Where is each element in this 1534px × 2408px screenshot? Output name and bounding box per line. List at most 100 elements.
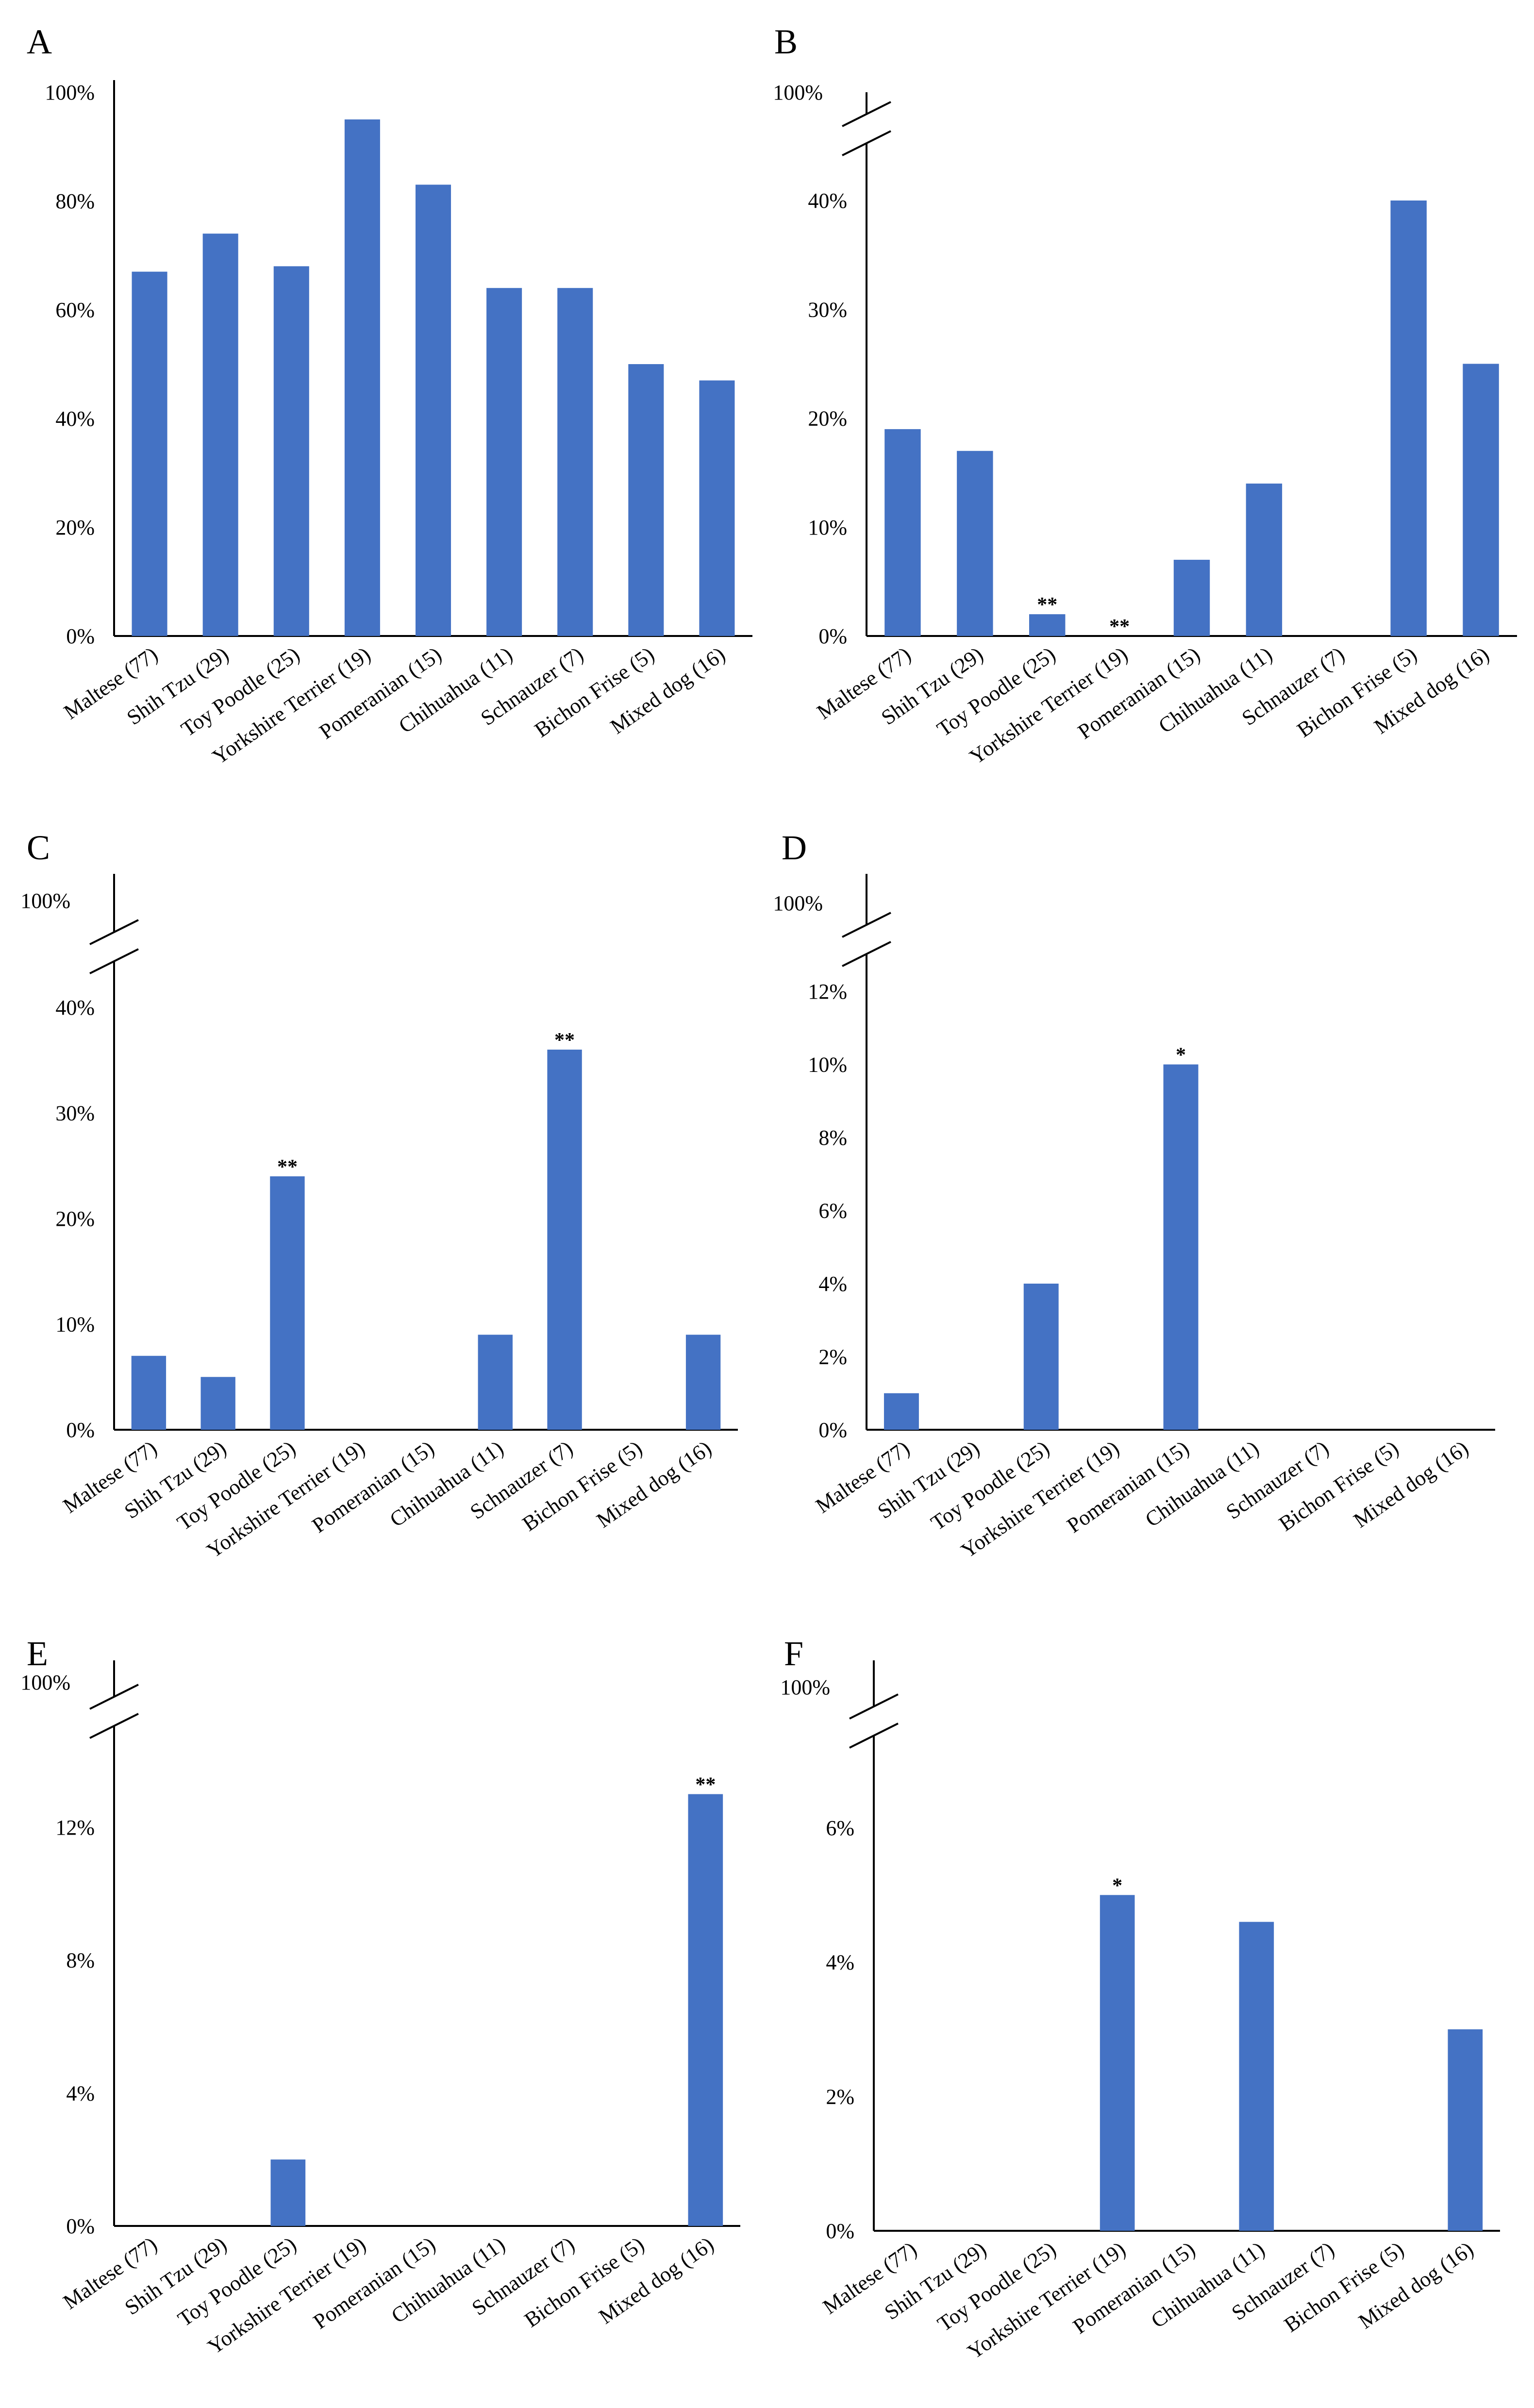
x-tick-label: Bichon Frise (5) — [1280, 2237, 1408, 2337]
bar — [270, 1176, 305, 1430]
bar — [270, 2159, 306, 2226]
significance-marker: ** — [277, 1156, 298, 1178]
axis-break-mark — [849, 1693, 899, 1720]
bar — [200, 1377, 235, 1430]
y-tick-label: 8% — [818, 1126, 847, 1150]
axis-break-mark — [89, 1684, 139, 1710]
y-tick-label: 20% — [55, 1207, 95, 1231]
panel-letter: E — [27, 1634, 48, 1673]
y-tick-label: 0% — [826, 2219, 854, 2243]
y-tick-label: 4% — [66, 2081, 95, 2105]
panel-letter: D — [782, 828, 807, 867]
bar — [1239, 1922, 1274, 2231]
x-tick-label: Bichon Frise (5) — [518, 1436, 646, 1536]
y-tick-label: 4% — [818, 1272, 847, 1296]
y-tick-label: 6% — [818, 1199, 847, 1223]
significance-marker: * — [1176, 1044, 1186, 1067]
axis-break-mark — [89, 1713, 139, 1739]
bar — [415, 184, 451, 636]
bar — [1246, 484, 1283, 636]
y-tick-label: 0% — [66, 2214, 95, 2238]
x-tick-label: Bichon Frise (5) — [530, 642, 658, 742]
break-tick-label: 100% — [20, 889, 70, 913]
x-tick-label: Pomeranian (15) — [1068, 2237, 1199, 2339]
y-tick-label: 60% — [55, 298, 95, 322]
bar — [478, 1335, 513, 1430]
y-tick-label: 2% — [818, 1345, 847, 1369]
bar — [1029, 614, 1066, 636]
break-tick-label: 100% — [780, 1675, 830, 1699]
y-tick-label: 4% — [826, 1951, 854, 1974]
bar — [547, 1050, 582, 1430]
y-tick-label: 40% — [55, 407, 95, 431]
y-tick-label: 20% — [55, 516, 95, 539]
y-tick-label: 0% — [818, 1418, 847, 1442]
panel-letter: C — [27, 828, 50, 867]
y-tick-label: 0% — [66, 624, 95, 648]
bar — [1463, 364, 1499, 636]
axis-break-mark — [849, 1722, 899, 1749]
bar — [957, 451, 993, 636]
panel-letter: F — [784, 1634, 803, 1673]
bar — [1390, 201, 1427, 636]
axis-break-mark — [842, 101, 891, 127]
y-tick-label: 6% — [826, 1816, 854, 1840]
x-tick-label: Bichon Frise (5) — [1275, 1436, 1403, 1536]
x-tick-label: Pomeranian (15) — [309, 2232, 439, 2334]
x-tick-label: Toy Poodle (25) — [933, 642, 1060, 741]
x-tick-label: Pomeranian (15) — [1073, 642, 1204, 744]
bar — [1163, 1064, 1199, 1430]
bar — [557, 288, 593, 636]
significance-marker: ** — [695, 1774, 716, 1796]
y-tick-label: 80% — [55, 189, 95, 213]
break-tick-label: 100% — [773, 891, 823, 915]
x-tick-label: Mixed dog (16) — [595, 2232, 718, 2329]
bar — [884, 429, 921, 636]
bar — [202, 234, 238, 636]
x-tick-label: Bichon Frise (5) — [520, 2232, 648, 2332]
break-tick-label: 100% — [773, 81, 823, 104]
y-tick-label: 40% — [808, 189, 847, 213]
bar — [1100, 1895, 1135, 2231]
y-tick-label: 40% — [55, 996, 95, 1020]
bar — [884, 1393, 919, 1430]
axis-break-mark — [89, 948, 139, 974]
bar — [628, 364, 664, 636]
bar — [131, 1355, 167, 1430]
chart-panel-a: A0%20%40%60%80%100%Maltese (77)Shih Tzu … — [27, 22, 752, 769]
y-tick-label: 30% — [55, 1102, 95, 1125]
bar — [1448, 2029, 1483, 2231]
bar — [1023, 1284, 1059, 1430]
y-tick-label: 0% — [818, 624, 847, 648]
y-tick-label: 10% — [808, 516, 847, 539]
bar — [486, 288, 522, 636]
axis-break-mark — [89, 919, 139, 945]
y-tick-label: 20% — [808, 407, 847, 431]
y-tick-label: 12% — [808, 980, 847, 1003]
y-tick-label: 10% — [55, 1313, 95, 1337]
panel-letter: B — [774, 22, 798, 61]
bar — [344, 119, 380, 636]
y-tick-label: 100% — [45, 81, 95, 104]
bar — [688, 1794, 723, 2226]
x-tick-label: Bichon Frise (5) — [1293, 642, 1421, 742]
axis-break-mark — [842, 130, 891, 156]
y-tick-label: 8% — [66, 1949, 95, 1973]
axis-break-mark — [842, 912, 891, 938]
significance-marker: * — [1112, 1874, 1122, 1897]
x-tick-label: Mixed dog (16) — [592, 1436, 716, 1533]
y-tick-label: 2% — [826, 2085, 854, 2108]
bar — [699, 380, 735, 636]
significance-marker: ** — [1109, 616, 1130, 638]
y-tick-label: 12% — [55, 1816, 95, 1839]
bar — [273, 266, 309, 636]
significance-marker: ** — [554, 1029, 575, 1052]
x-tick-label: Mixed dog (16) — [1354, 2237, 1478, 2334]
y-tick-label: 10% — [808, 1053, 847, 1077]
